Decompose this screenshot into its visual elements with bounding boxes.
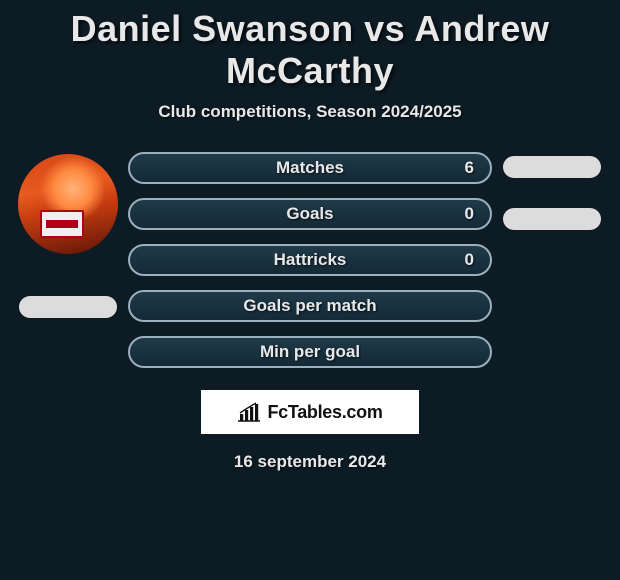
brand-text: FcTables.com [267, 402, 382, 423]
stat-row-min-per-goal: Min per goal [128, 336, 492, 368]
stat-value: 0 [465, 250, 474, 270]
stat-value: 0 [465, 204, 474, 224]
player2-name-placeholder-2 [503, 208, 601, 230]
page-title: Daniel Swanson vs Andrew McCarthy [0, 8, 620, 92]
left-player-column [8, 152, 128, 318]
stat-row-goals-per-match: Goals per match [128, 290, 492, 322]
player1-name-placeholder [19, 296, 117, 318]
stat-value: 6 [465, 158, 474, 178]
right-player-column [492, 152, 612, 230]
subtitle: Club competitions, Season 2024/2025 [0, 102, 620, 122]
stat-label: Goals per match [243, 296, 376, 316]
date-text: 16 september 2024 [0, 452, 620, 472]
stat-row-matches: Matches 6 [128, 152, 492, 184]
stat-label: Matches [276, 158, 344, 178]
stat-label: Min per goal [260, 342, 360, 362]
stat-row-hattricks: Hattricks 0 [128, 244, 492, 276]
stat-label: Goals [286, 204, 333, 224]
stat-row-goals: Goals 0 [128, 198, 492, 230]
bar-chart-icon [237, 402, 261, 422]
player2-name-placeholder-1 [503, 156, 601, 178]
player1-avatar [18, 154, 118, 254]
brand-badge[interactable]: FcTables.com [201, 390, 419, 434]
stat-label: Hattricks [274, 250, 347, 270]
stats-column: Matches 6 Goals 0 Hattricks 0 Goals per … [128, 152, 492, 368]
